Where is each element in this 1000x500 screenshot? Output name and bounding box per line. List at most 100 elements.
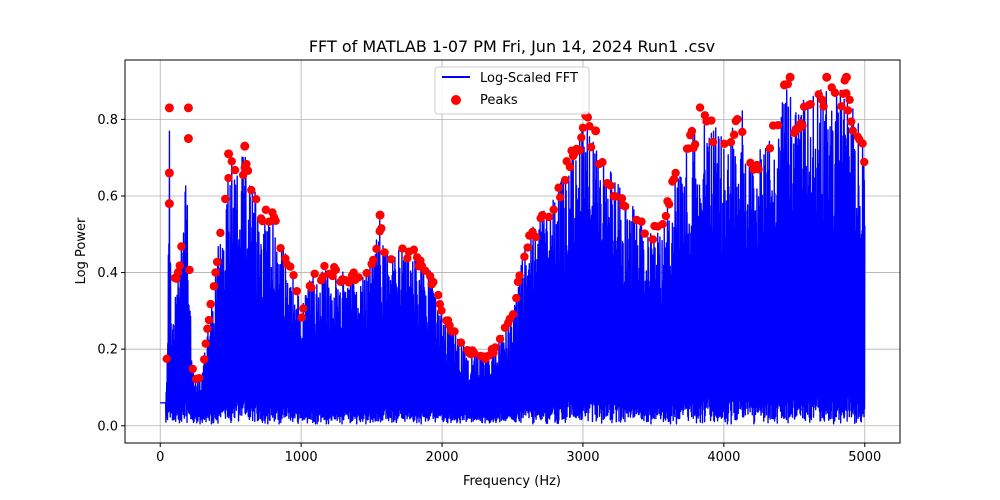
peak-point xyxy=(247,185,256,195)
peak-point xyxy=(508,310,518,319)
peak-point xyxy=(286,262,295,271)
peak-point xyxy=(687,126,697,136)
peak-point xyxy=(386,255,396,264)
peak-point xyxy=(271,216,280,226)
legend: Log-Scaled FFT Peaks xyxy=(434,66,590,115)
peak-point xyxy=(746,158,755,168)
peak-point xyxy=(664,200,674,209)
peak-point xyxy=(560,175,570,185)
x-tick-label: 0 xyxy=(156,450,164,465)
peak-point xyxy=(606,181,615,190)
peak-point xyxy=(611,192,620,201)
peak-point xyxy=(848,126,858,135)
peak-point xyxy=(328,271,337,281)
peak-point xyxy=(671,168,680,178)
peak-point xyxy=(297,313,306,322)
legend-label-peaks: Peaks xyxy=(480,93,518,108)
peak-point xyxy=(575,146,584,155)
x-tick-label: 5000 xyxy=(848,450,881,465)
peak-point xyxy=(515,271,524,280)
peak-point xyxy=(172,274,181,283)
peak-point xyxy=(195,374,204,383)
peak-point xyxy=(523,243,532,252)
peak-point xyxy=(817,95,827,104)
peak-point xyxy=(765,144,775,153)
peak-point xyxy=(251,195,261,204)
peak-point xyxy=(512,293,521,303)
peak-point xyxy=(555,193,565,202)
peak-point xyxy=(490,343,500,352)
peak-point xyxy=(729,130,739,139)
legend-box xyxy=(434,66,590,115)
peak-point xyxy=(754,165,763,174)
peak-point xyxy=(842,89,851,98)
peak-point xyxy=(658,219,667,229)
peak-point xyxy=(690,140,700,149)
peak-point xyxy=(216,228,225,238)
peak-point xyxy=(450,327,459,336)
peak-point xyxy=(456,338,466,347)
legend-marker-peaks xyxy=(451,95,461,105)
peak-point xyxy=(520,252,529,261)
peak-point xyxy=(421,266,430,275)
peak-point xyxy=(565,162,575,172)
y-tick-label: 0.6 xyxy=(97,189,118,204)
peak-point xyxy=(307,283,316,292)
peak-point xyxy=(372,244,381,254)
peak-point xyxy=(845,95,854,105)
peak-point xyxy=(276,243,285,253)
peak-point xyxy=(299,304,308,313)
y-axis-label: Log Power xyxy=(74,217,89,284)
peak-point xyxy=(837,102,846,111)
peak-point xyxy=(164,199,174,209)
peak-point xyxy=(738,127,747,137)
peak-point xyxy=(258,216,267,226)
peak-point xyxy=(354,273,363,282)
y-tick-label: 0.2 xyxy=(97,343,118,358)
peak-point xyxy=(429,277,438,287)
peak-point xyxy=(549,205,558,214)
peak-point xyxy=(221,194,230,204)
peak-point xyxy=(230,165,240,175)
peak-point xyxy=(164,168,174,178)
peak-point xyxy=(204,315,214,325)
peak-point xyxy=(554,183,563,192)
legend-label-fft: Log-Scaled FFT xyxy=(480,71,578,86)
peak-point xyxy=(591,126,601,136)
peak-point xyxy=(578,123,588,132)
peak-point xyxy=(695,103,705,112)
peak-point xyxy=(380,248,389,257)
peak-point xyxy=(320,261,329,271)
x-tick-label: 1000 xyxy=(285,450,318,465)
peak-point xyxy=(331,265,341,274)
peak-point xyxy=(173,267,183,277)
peak-point xyxy=(185,265,194,275)
peak-point xyxy=(469,348,479,357)
peak-point xyxy=(434,290,443,300)
chart-title: FFT of MATLAB 1-07 PM Fri, Jun 14, 2024 … xyxy=(309,37,715,56)
x-axis-label: Frequency (Hz) xyxy=(463,474,561,489)
peak-point xyxy=(785,72,795,82)
peak-point xyxy=(621,202,630,211)
peak-point xyxy=(720,139,729,148)
peak-point xyxy=(310,269,319,278)
peak-point xyxy=(177,242,186,251)
peak-point xyxy=(199,355,209,364)
peak-point xyxy=(544,212,554,222)
x-tick-label: 4000 xyxy=(707,450,740,465)
x-tick-label: 2000 xyxy=(425,450,458,465)
peak-point xyxy=(847,117,856,126)
peak-point xyxy=(292,286,301,296)
peak-point xyxy=(369,255,378,265)
fft-line xyxy=(159,89,866,425)
peak-point xyxy=(435,300,445,309)
peak-point xyxy=(841,72,851,82)
peak-point xyxy=(707,116,716,125)
peak-point xyxy=(733,114,742,124)
y-tick-label: 0.0 xyxy=(97,419,118,434)
y-tick-label: 0.4 xyxy=(97,266,118,281)
peak-point xyxy=(242,159,251,169)
peak-point xyxy=(224,173,233,183)
